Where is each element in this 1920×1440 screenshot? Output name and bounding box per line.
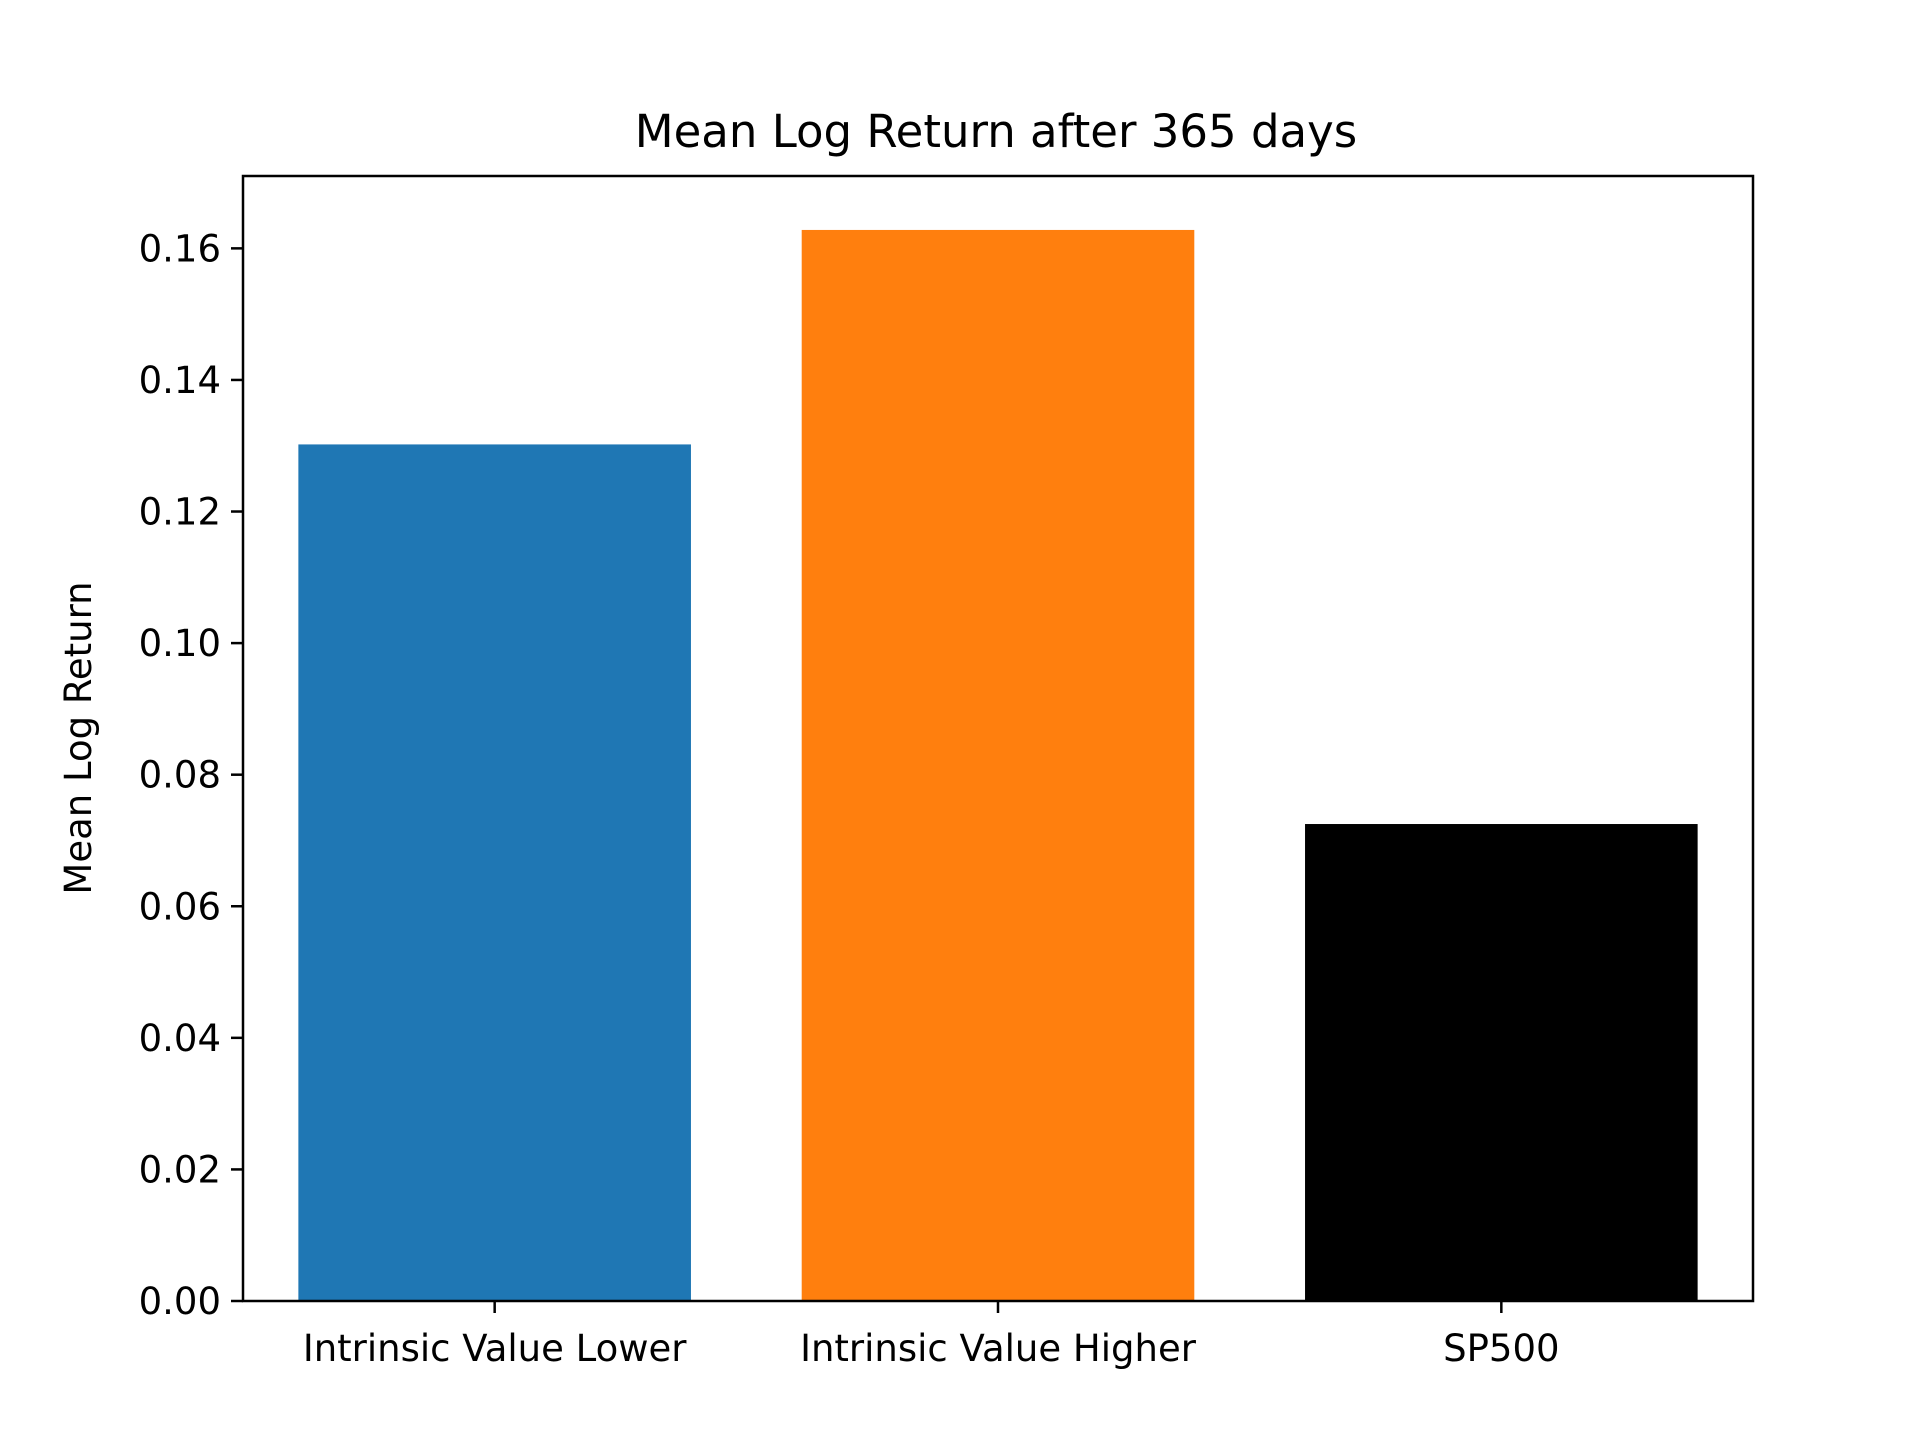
- bar-sp500: [1305, 824, 1698, 1301]
- y-tick-label: 0.08: [139, 754, 221, 797]
- bar-intrinsic-value-higher: [801, 229, 1195, 1301]
- x-axis-ticks: Intrinsic Value Lower Intrinsic Value Hig…: [303, 1301, 1560, 1370]
- x-tick-label: Intrinsic Value Lower: [303, 1327, 687, 1370]
- y-tick-label: 0.04: [139, 1017, 221, 1060]
- y-tick-label: 0.12: [139, 491, 221, 534]
- y-axis-label: Mean Log Return: [57, 581, 100, 894]
- y-tick-label: 0.16: [139, 227, 221, 270]
- bars-group: [298, 229, 1698, 1302]
- y-tick-label: 0.06: [139, 885, 221, 928]
- y-tick-label: 0.14: [139, 359, 221, 402]
- y-tick-label: 0.02: [139, 1148, 221, 1191]
- x-tick-label: SP500: [1443, 1327, 1559, 1370]
- x-tick-label: Intrinsic Value Higher: [800, 1327, 1197, 1370]
- y-tick-label: 0.00: [139, 1280, 221, 1323]
- chart-title: Mean Log Return after 365 days: [635, 105, 1357, 158]
- y-tick-label: 0.10: [139, 622, 221, 665]
- y-axis-ticks: 0.00 0.02 0.04 0.06 0.08 0.10 0.12 0.14 0.16: [139, 227, 243, 1323]
- plot-area-frame: [241, 174, 1755, 1303]
- bar-intrinsic-value-lower: [298, 444, 691, 1302]
